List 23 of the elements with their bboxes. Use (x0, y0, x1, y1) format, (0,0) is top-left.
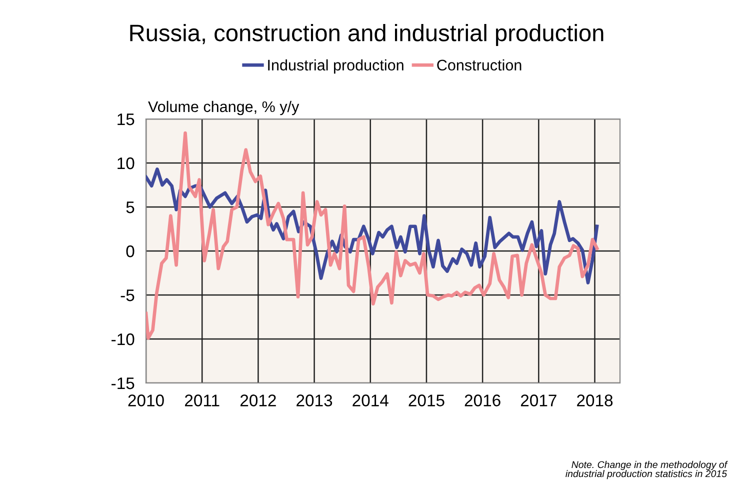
y-tick-label: -15 (112, 378, 134, 390)
x-tick-label: 2015 (408, 394, 444, 406)
y-tick-label: 0 (126, 245, 134, 258)
x-tick-label: 2011 (185, 394, 220, 406)
line-series (146, 131, 599, 340)
y-axis-title: Volume change, % y/y (148, 100, 300, 116)
y-tick-label: 10 (118, 157, 134, 170)
y-tick-label: -5 (120, 290, 134, 302)
legend-label: Industrial production (268, 59, 404, 74)
x-tick-label: 2013 (296, 394, 332, 406)
text: Note. Change in the methodology of industrial production statistics in 2015 (566, 460, 728, 480)
x-tick-label: 2012 (240, 394, 276, 406)
x-tick-label: 2016 (464, 394, 500, 406)
y-tick-label: 15 (118, 114, 134, 126)
x-tick-label: 2017 (520, 394, 556, 406)
x-tick-label: 2014 (352, 394, 388, 406)
x-tick-label: 2010 (128, 394, 164, 406)
chart-title: Russia, construction and industrial production (130, 24, 604, 46)
y-tick-label: -10 (112, 333, 134, 346)
x-tick-label: 2018 (577, 394, 613, 406)
line-series (146, 167, 599, 284)
legend-label: Construction (437, 59, 522, 71)
y-tick-label: 5 (126, 202, 134, 214)
